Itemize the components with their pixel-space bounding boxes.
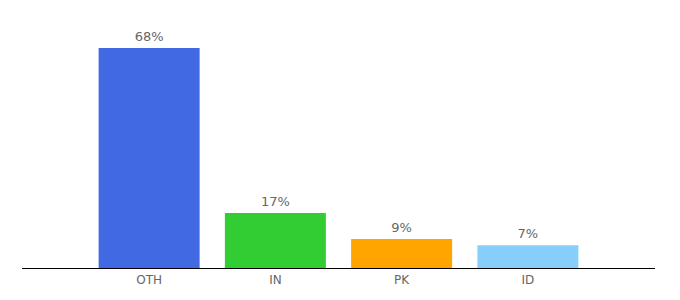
svg-text:17%: 17% [261,194,290,209]
svg-text:PK: PK [394,273,410,287]
svg-text:7%: 7% [518,226,539,241]
svg-text:OTH: OTH [136,273,162,287]
svg-text:IN: IN [269,273,282,287]
svg-text:68%: 68% [135,29,164,44]
svg-text:9%: 9% [391,220,412,235]
svg-text:ID: ID [521,273,534,287]
